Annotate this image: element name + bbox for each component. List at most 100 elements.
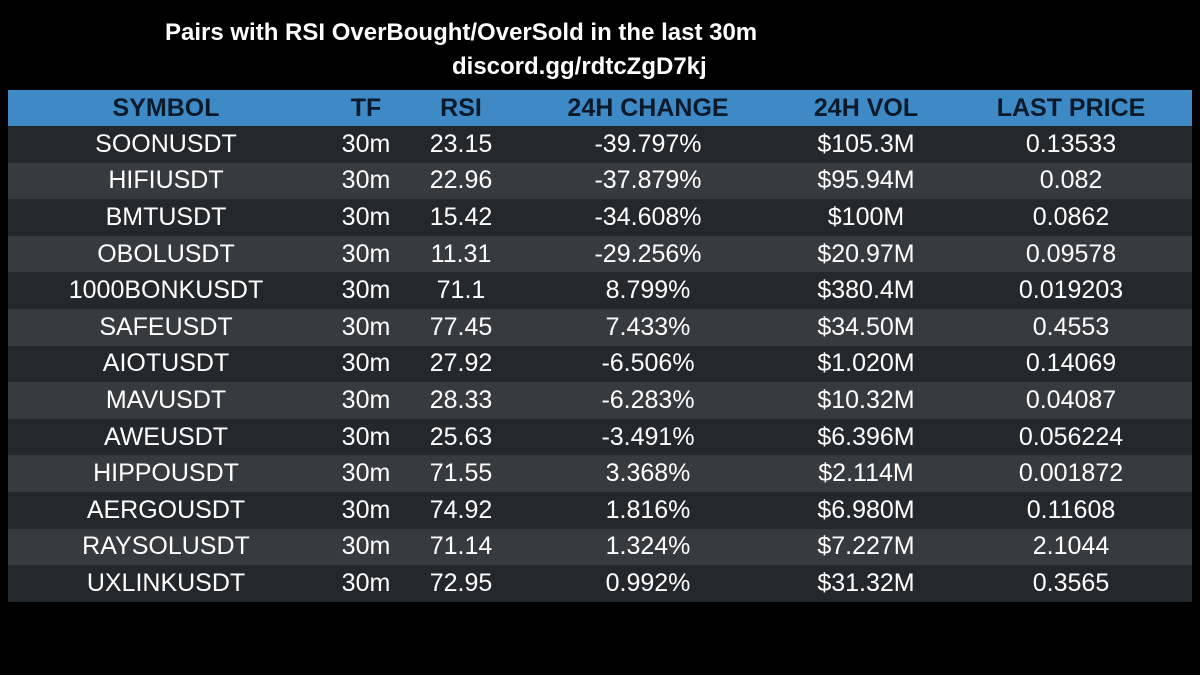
discord-link: discord.gg/rdtcZgD7kj [452,53,707,80]
price-cell: 0.4553 [1032,312,1110,341]
rsi-cell: 23.15 [429,129,493,158]
volume-cell: $6.396M [817,422,915,451]
price-cell: 0.11608 [1026,495,1116,524]
table-row: MAVUSDT 30m 28.33 -6.283% $10.32M 0.04087 [8,382,1192,419]
volume-cell: $95.94M [817,166,915,195]
symbol-cell: SAFEUSDT [99,312,233,341]
rsi-cell: 77.45 [429,312,493,341]
table-header-row: SYMBOL TF RSI 24H CHANGE 24H VOL LAST PR… [8,90,1192,126]
price-cell: 0.04087 [1025,385,1117,414]
table-row: 1000BONKUSDT 30m 71.1 8.799% $380.4M 0.019203 [8,272,1192,309]
table-row: OBOLUSDT 30m 11.31 -29.256% $20.97M 0.09578 [8,235,1192,273]
change-cell: -3.491% [601,422,695,451]
price-cell: 0.056224 [1018,422,1124,451]
page-title: Pairs with RSI OverBought/OverSold in th… [165,19,758,46]
tf-cell: 30m [341,459,391,488]
volume-cell: $6.980M [817,495,915,524]
symbol-cell: AIOTUSDT [102,349,230,378]
volume-cell: $100M [827,202,905,231]
price-cell: 2.1044 [1032,532,1110,561]
tf-cell: 30m [341,349,391,378]
volume-cell: $34.50M [817,312,915,341]
price-cell: 0.09578 [1025,239,1117,268]
table-row: BMTUSDT 30m 15.42 -34.608% $100M 0.0862 [8,199,1192,236]
price-cell: 0.14069 [1025,349,1117,378]
header-24h-change: 24H CHANGE [567,93,729,122]
change-cell: 8.799% [605,276,691,305]
table-row: UXLINKUSDT 30m 72.95 0.992% $31.32M 0.3565 [8,565,1192,602]
tf-cell: 30m [341,239,391,268]
change-cell: 1.324% [605,532,691,561]
price-cell: 0.13533 [1025,129,1117,158]
tf-cell: 30m [341,202,391,231]
rsi-cell: 11.31 [430,239,492,268]
change-cell: -29.256% [594,239,702,268]
rsi-cell: 22.96 [429,166,493,195]
volume-cell: $105.3M [817,129,915,158]
table-row: SOONUSDT 30m 23.15 -39.797% $105.3M 0.13533 [8,126,1192,163]
price-cell: 0.0862 [1032,202,1110,231]
change-cell: -6.506% [601,349,695,378]
tf-cell: 30m [341,568,391,597]
rsi-cell: 74.92 [429,495,493,524]
table-row: SAFEUSDT 30m 77.45 7.433% $34.50M 0.4553 [8,308,1192,346]
volume-cell: $1.020M [817,349,915,378]
table-row: AERGOUSDT 30m 74.92 1.816% $6.980M 0.11608 [8,491,1192,529]
rsi-cell: 15.42 [429,202,493,231]
symbol-cell: 1000BONKUSDT [68,276,264,305]
symbol-cell: HIPPOUSDT [93,459,239,488]
volume-cell: $2.114M [818,459,914,488]
change-cell: -39.797% [594,129,702,158]
header-24h-vol: 24H VOL [813,93,919,122]
symbol-cell: AERGOUSDT [86,495,246,524]
volume-cell: $380.4M [817,276,915,305]
rsi-cell: 25.63 [429,422,493,451]
table-row: HIPPOUSDT 30m 71.55 3.368% $2.114M 0.001872 [8,455,1192,492]
rsi-table: SYMBOL TF RSI 24H CHANGE 24H VOL LAST PR… [8,90,1192,602]
change-cell: 3.368% [605,459,691,488]
rsi-cell: 71.1 [436,276,486,305]
change-cell: -34.608% [594,202,702,231]
header-rsi: RSI [440,93,482,122]
symbol-cell: MAVUSDT [105,385,227,414]
tf-cell: 30m [341,422,391,451]
volume-cell: $10.32M [817,385,915,414]
rsi-cell: 27.92 [429,349,493,378]
symbol-cell: UXLINKUSDT [86,568,246,597]
tf-cell: 30m [341,276,391,305]
volume-cell: $31.32M [817,568,915,597]
change-cell: -6.283% [601,385,695,414]
symbol-cell: HIFIUSDT [108,166,224,195]
symbol-cell: OBOLUSDT [97,239,235,268]
table-row: HIFIUSDT 30m 22.96 -37.879% $95.94M 0.082 [8,162,1192,200]
table-body: SOONUSDT 30m 23.15 -39.797% $105.3M 0.13533 HI… [8,126,1192,602]
symbol-cell: SOONUSDT [95,129,237,158]
symbol-cell: BMTUSDT [105,202,227,231]
tf-cell: 30m [341,129,391,158]
change-cell: -37.879% [594,166,702,195]
tf-cell: 30m [341,312,391,341]
rsi-cell: 72.95 [429,568,493,597]
header-tf: TF [350,93,382,122]
volume-cell: $20.97M [817,239,915,268]
price-cell: 0.019203 [1018,276,1124,305]
change-cell: 7.433% [605,312,691,341]
price-cell: 0.3565 [1032,568,1110,597]
price-cell: 0.082 [1039,166,1103,195]
table-row: RAYSOLUSDT 30m 71.14 1.324% $7.227M 2.1044 [8,528,1192,566]
table-row: AIOTUSDT 30m 27.92 -6.506% $1.020M 0.14069 [8,345,1192,383]
symbol-cell: AWEUSDT [103,422,229,451]
rsi-cell: 71.14 [429,532,493,561]
rsi-cell: 28.33 [429,385,493,414]
tf-cell: 30m [341,166,391,195]
header-symbol: SYMBOL [112,93,220,122]
volume-cell: $7.227M [817,532,915,561]
rsi-cell: 71.55 [429,459,493,488]
table-row: AWEUSDT 30m 25.63 -3.491% $6.396M 0.056224 [8,418,1192,456]
header-last-price: LAST PRICE [996,93,1146,122]
change-cell: 0.992% [605,568,691,597]
change-cell: 1.816% [605,495,691,524]
tf-cell: 30m [341,385,391,414]
tf-cell: 30m [341,532,391,561]
symbol-cell: RAYSOLUSDT [82,532,250,561]
